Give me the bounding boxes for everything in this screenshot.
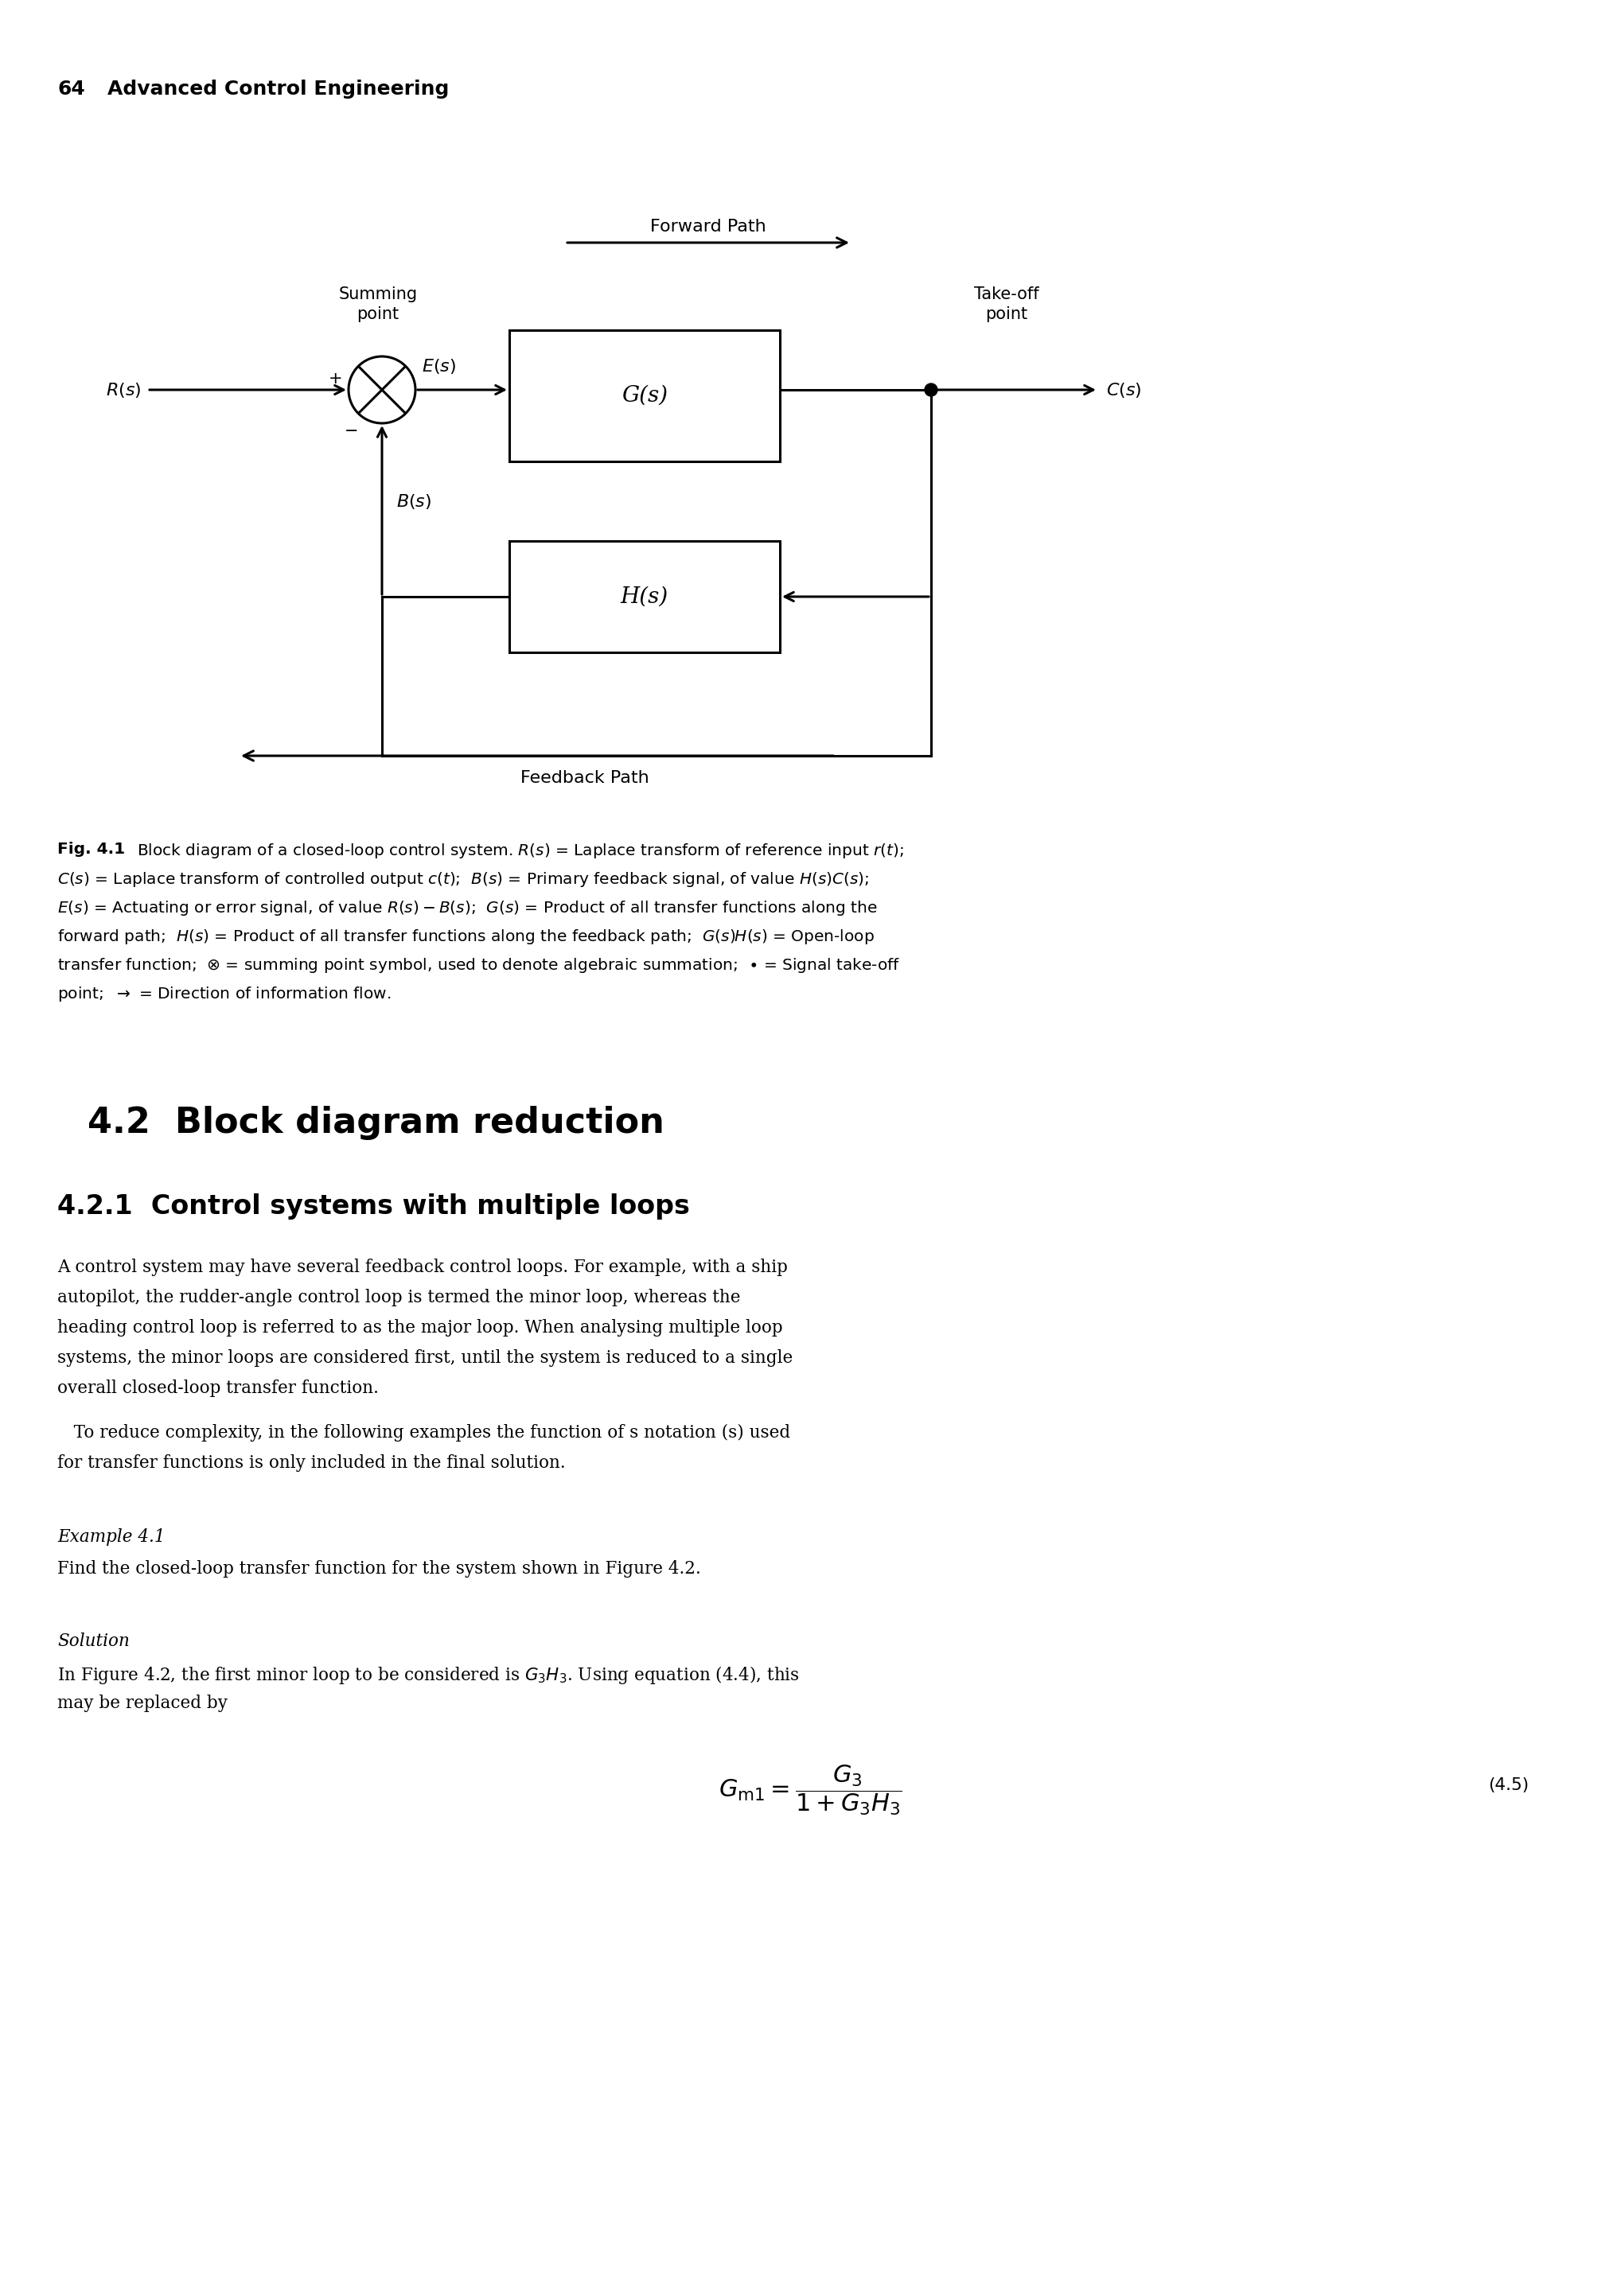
Text: A control system may have several feedback control loops. For example, with a sh: A control system may have several feedba… — [57, 1258, 788, 1277]
Text: Example 4.1: Example 4.1 — [57, 1529, 165, 1545]
Text: Advanced Control Engineering: Advanced Control Engineering — [107, 80, 449, 99]
Text: To reduce complexity, in the following examples the function of s notation (s) u: To reduce complexity, in the following e… — [57, 1424, 791, 1442]
Text: point;  $\rightarrow$ = Direction of information flow.: point; $\rightarrow$ = Direction of info… — [57, 985, 391, 1003]
Text: (4.5): (4.5) — [1488, 1777, 1529, 1793]
Text: Fig. 4.1: Fig. 4.1 — [57, 843, 125, 856]
Text: heading control loop is referred to as the major loop. When analysing multiple l: heading control loop is referred to as t… — [57, 1318, 783, 1336]
Text: $C(s)$ = Laplace transform of controlled output $c(t)$;  $B(s)$ = Primary feedba: $C(s)$ = Laplace transform of controlled… — [57, 870, 869, 889]
Text: for transfer functions is only included in the final solution.: for transfer functions is only included … — [57, 1453, 566, 1472]
Text: Forward Path: Forward Path — [650, 218, 767, 234]
Text: forward path;  $H(s)$ = Product of all transfer functions along the feedback pat: forward path; $H(s)$ = Product of all tr… — [57, 928, 874, 946]
Text: H(s): H(s) — [621, 585, 668, 608]
Text: $B(s)$: $B(s)$ — [396, 491, 431, 510]
Text: $E(s)$: $E(s)$ — [421, 356, 456, 374]
Text: $G_{\mathrm{m1}} = \dfrac{G_3}{1 + G_3 H_3}$: $G_{\mathrm{m1}} = \dfrac{G_3}{1 + G_3 H… — [718, 1763, 901, 1816]
Text: Feedback Path: Feedback Path — [520, 769, 650, 785]
Text: transfer function;  $\otimes$ = summing point symbol, used to denote algebraic s: transfer function; $\otimes$ = summing p… — [57, 955, 900, 974]
Text: 4.2.1  Control systems with multiple loops: 4.2.1 Control systems with multiple loop… — [57, 1194, 691, 1219]
Text: Take-off
point: Take-off point — [974, 287, 1039, 321]
Text: +: + — [329, 370, 342, 386]
Text: may be replaced by: may be replaced by — [57, 1694, 227, 1713]
Text: $R(s)$: $R(s)$ — [105, 381, 141, 400]
Text: $E(s)$ = Actuating or error signal, of value $R(s) - B(s)$;  $G(s)$ = Product of: $E(s)$ = Actuating or error signal, of v… — [57, 900, 877, 918]
Text: Summing
point: Summing point — [339, 287, 418, 321]
Bar — [509, 542, 780, 652]
Text: autopilot, the rudder-angle control loop is termed the minor loop, whereas the: autopilot, the rudder-angle control loop… — [57, 1288, 741, 1306]
Bar — [509, 331, 780, 461]
Text: Block diagram of a closed-loop control system. $R(s)$ = Laplace transform of ref: Block diagram of a closed-loop control s… — [136, 843, 905, 861]
Text: 64: 64 — [57, 80, 84, 99]
Text: 4.2  Block diagram reduction: 4.2 Block diagram reduction — [88, 1107, 665, 1141]
Text: systems, the minor loops are considered first, until the system is reduced to a : systems, the minor loops are considered … — [57, 1350, 793, 1366]
Circle shape — [924, 383, 937, 397]
Text: G(s): G(s) — [621, 386, 668, 406]
Text: $C(s)$: $C(s)$ — [1106, 381, 1141, 400]
Text: Find the closed-loop transfer function for the system shown in Figure 4.2.: Find the closed-loop transfer function f… — [57, 1559, 700, 1577]
Text: Solution: Solution — [57, 1632, 130, 1651]
Text: In Figure 4.2, the first minor loop to be considered is $G_3H_3$. Using equation: In Figure 4.2, the first minor loop to b… — [57, 1665, 799, 1685]
Text: −: − — [345, 422, 358, 439]
Text: overall closed-loop transfer function.: overall closed-loop transfer function. — [57, 1380, 379, 1396]
